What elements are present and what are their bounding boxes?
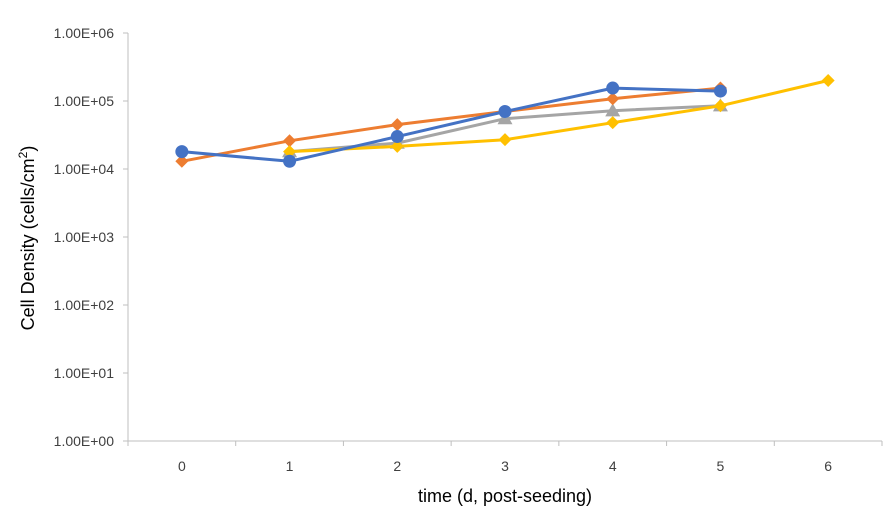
data-point (606, 116, 620, 130)
data-point (606, 92, 620, 106)
x-tick-label: 5 (717, 458, 725, 474)
y-axis-title-close: ) (18, 146, 38, 152)
data-point (390, 118, 404, 132)
series-line (181, 86, 721, 163)
y-tick-label: 1.00E+01 (54, 365, 115, 381)
series-1 (175, 81, 727, 168)
data-point (175, 154, 189, 168)
data-point (713, 99, 727, 113)
y-tick-label: 1.00E+06 (54, 25, 115, 41)
series-2 (283, 74, 835, 159)
axes (123, 32, 883, 446)
x-tick-label: 3 (501, 458, 509, 474)
data-point (283, 154, 297, 168)
series-line (181, 86, 721, 163)
x-tick-label: 6 (824, 458, 832, 474)
data-point (283, 145, 297, 159)
data-point (390, 139, 404, 153)
series-3 (175, 81, 727, 168)
data-point (821, 74, 835, 88)
data-point (605, 103, 621, 117)
data-point (283, 134, 297, 148)
y-tick-label: 1.00E+03 (54, 229, 115, 245)
x-tick-label: 2 (393, 458, 401, 474)
x-axis-title: time (d, post-seeding) (418, 486, 592, 506)
y-tick-label: 1.00E+00 (54, 433, 115, 449)
y-tick-label: 1.00E+04 (54, 161, 115, 177)
x-tick-label: 0 (178, 458, 186, 474)
y-axis-title: Cell Density (cells/cm2) (16, 146, 38, 331)
data-point (606, 81, 620, 95)
x-tick-label: 1 (286, 458, 294, 474)
series-line (289, 79, 829, 154)
data-point (390, 130, 404, 144)
data-point (498, 133, 512, 147)
y-tick-label: 1.00E+05 (54, 93, 115, 109)
tick-labels: 1.00E+00 1.00E+01 1.00E+02 1.00E+03 1.00E+04… (54, 25, 833, 474)
y-axis-title-main: Cell Density (cells/cm (18, 158, 38, 330)
y-axis-title-superscript: 2 (16, 151, 30, 158)
data-point (175, 145, 189, 159)
series-group (175, 74, 835, 168)
y-tick-label: 1.00E+02 (54, 297, 115, 313)
data-point (498, 105, 512, 119)
x-tick-label: 4 (609, 458, 617, 474)
data-point (713, 84, 727, 98)
